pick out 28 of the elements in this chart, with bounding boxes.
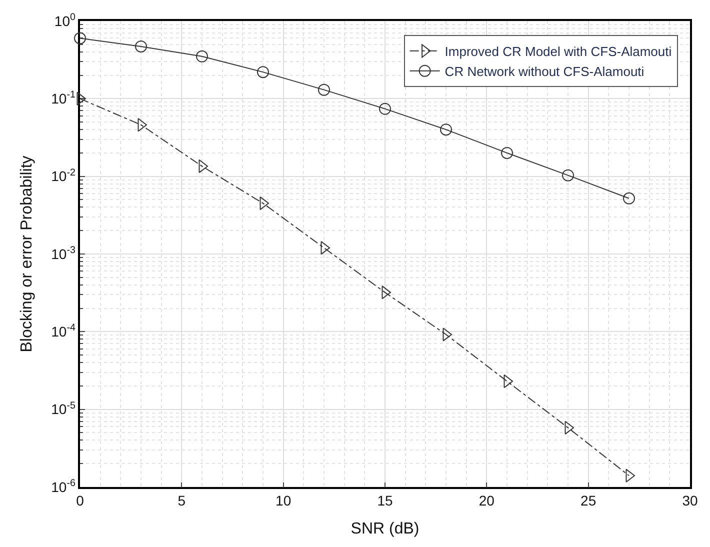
y-tick-label: 10$^{-4}$	[51, 322, 76, 340]
y-axis-title: Blocking or error Probability	[18, 156, 36, 352]
point	[74, 32, 86, 44]
legend-label: CR Network without CFS-Alamouti	[444, 64, 644, 79]
legend-label: Improved CR Model with CFS-Alamouti	[444, 44, 672, 59]
x-tick-label: 15	[377, 492, 393, 509]
point	[257, 66, 269, 78]
x-tick-label: 10	[276, 492, 292, 509]
x-tick-label: 25	[580, 492, 596, 509]
point	[318, 84, 330, 96]
point	[196, 50, 208, 62]
y-tick-label: 10$^{-3}$	[51, 245, 76, 262]
point	[623, 192, 635, 204]
y-tick-label: 10$^{-2}$	[51, 167, 76, 184]
point	[440, 124, 452, 136]
x-tick-label: 20	[478, 492, 495, 509]
x-tick-label: 0	[76, 492, 84, 509]
y-tick-label: 10$^{-5}$	[51, 400, 76, 418]
point	[501, 146, 513, 159]
point	[562, 169, 574, 182]
y-tick-label: 10$^{-6}$	[51, 478, 76, 495]
x-tick-label: 30	[682, 492, 698, 509]
y-tick-label: 10$^{0}$	[54, 12, 76, 29]
x-axis-title: SNR (dB)	[350, 520, 420, 538]
y-tick-label: 10$^{-1}$	[51, 90, 76, 107]
point	[135, 40, 147, 52]
x-tick-label: 5	[178, 492, 186, 509]
point	[379, 102, 391, 115]
